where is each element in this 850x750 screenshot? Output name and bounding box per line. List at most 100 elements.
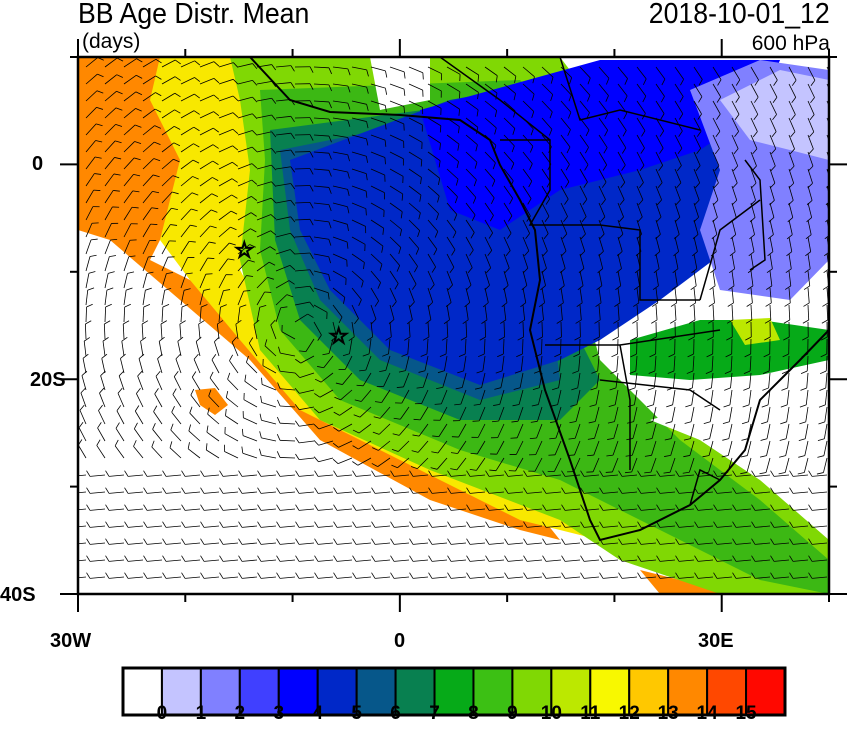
wind-barb	[446, 100, 461, 116]
wind-barb	[332, 440, 353, 448]
wind-barb	[371, 470, 391, 477]
wind-barb	[218, 258, 235, 272]
wind-barb	[180, 288, 191, 306]
wind-barb	[808, 555, 828, 562]
wind-barb	[85, 90, 104, 102]
wind-barb	[781, 372, 790, 391]
wind-barb	[517, 321, 524, 341]
wind-barb	[161, 191, 179, 204]
wind-barb	[802, 321, 809, 341]
wind-barb	[750, 168, 757, 189]
wind-barb	[175, 353, 182, 374]
wind-barb	[818, 406, 828, 425]
wind-barb	[180, 257, 195, 272]
wind-barb	[200, 487, 220, 494]
wind-barb	[256, 214, 277, 221]
wind-barb	[646, 389, 657, 408]
wind-barb	[580, 572, 600, 579]
wind-barb	[561, 538, 581, 545]
wind-barb	[428, 470, 448, 477]
wind-barb	[713, 538, 733, 545]
wind-barb	[712, 83, 722, 103]
wind-barb	[759, 457, 771, 475]
wind-barb	[104, 287, 114, 306]
wind-barb	[332, 185, 350, 196]
wind-barb	[342, 338, 353, 357]
wind-barb	[123, 74, 143, 85]
wind-barb	[615, 270, 622, 291]
wind-barb	[693, 117, 702, 137]
wind-barb	[370, 66, 388, 78]
wind-barb	[571, 372, 581, 391]
wind-barb	[391, 440, 410, 452]
wind-barb	[393, 406, 410, 420]
wind-barb	[599, 470, 619, 477]
wind-barb	[151, 440, 163, 459]
wind-barb	[237, 275, 254, 289]
wind-barb	[618, 555, 638, 562]
wind-barb	[675, 521, 695, 528]
wind-barb	[354, 389, 372, 402]
wind-barb	[446, 66, 461, 82]
wind-barb	[370, 270, 381, 289]
wind-barb	[576, 287, 583, 308]
wind-barb	[104, 57, 124, 68]
wind-barb	[409, 487, 429, 494]
wind-barb	[294, 151, 314, 158]
wind-barb	[446, 134, 460, 151]
wind-barb	[504, 504, 524, 511]
wind-barb	[191, 371, 201, 391]
wind-barb	[770, 470, 790, 477]
pressure-level-label: 600 hPa	[751, 32, 830, 55]
wind-barb	[313, 219, 332, 229]
wind-barb	[170, 423, 182, 442]
wind-barb	[104, 239, 118, 255]
wind-barb	[180, 192, 199, 204]
wind-barb	[633, 270, 640, 291]
wind-barb	[314, 538, 334, 545]
wind-barb	[162, 487, 182, 494]
wind-barb	[731, 66, 741, 86]
wind-barb	[200, 538, 220, 545]
wind-barb	[579, 219, 586, 240]
wind-barb	[142, 240, 157, 255]
wind-barb	[503, 253, 510, 274]
wind-barb	[294, 117, 314, 124]
wind-barb	[580, 521, 600, 528]
wind-barb	[257, 555, 277, 562]
wind-barb	[598, 151, 608, 171]
wind-barb	[632, 304, 639, 324]
wind-barb	[807, 66, 816, 86]
wind-barb	[396, 372, 410, 388]
wind-barb	[219, 572, 239, 579]
wind-barb	[789, 487, 809, 494]
wind-barb	[554, 338, 562, 358]
wind-barb	[142, 303, 151, 323]
wind-barb	[218, 304, 227, 323]
star-marker	[233, 239, 256, 260]
wind-barb	[104, 90, 123, 102]
wind-barb	[351, 219, 367, 234]
wind-barb	[504, 470, 524, 477]
wind-barb	[618, 504, 638, 511]
wind-barb	[332, 304, 343, 324]
wind-barb	[199, 288, 211, 306]
wind-barb	[778, 457, 790, 475]
wind-barb	[560, 168, 570, 188]
wind-barb	[180, 272, 193, 289]
wind-barb	[218, 194, 238, 204]
wind-barb	[746, 287, 753, 307]
wind-barb	[142, 92, 162, 102]
wind-barb	[313, 66, 333, 75]
wind-barb	[225, 409, 239, 425]
wind-barb	[238, 470, 258, 477]
wind-barb	[723, 389, 733, 408]
wind-barb	[466, 572, 486, 579]
wind-barb	[172, 388, 182, 408]
wind-barb	[693, 134, 702, 155]
wind-barb	[389, 117, 405, 131]
wind-barb	[799, 406, 809, 425]
wind-barb	[575, 304, 582, 324]
wind-barb	[617, 66, 628, 85]
wind-barb	[787, 202, 794, 223]
